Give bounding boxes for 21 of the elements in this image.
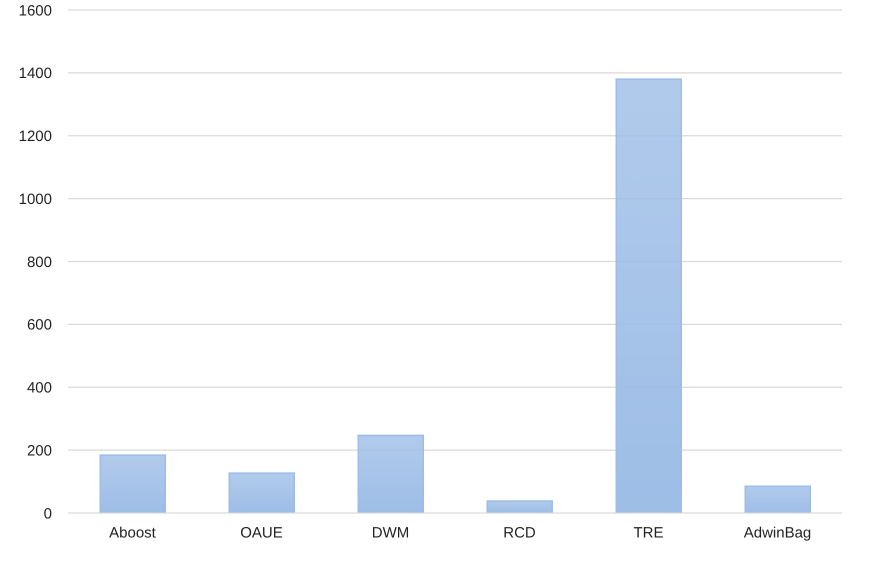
- x-tick-label: OAUE: [240, 524, 283, 542]
- y-tick-label: 800: [26, 254, 52, 271]
- bar: [616, 78, 682, 513]
- y-tick-label: 200: [26, 442, 52, 460]
- y-tick-label: 1600: [18, 2, 52, 20]
- y-tick-label: 1200: [18, 128, 52, 146]
- bar: [486, 500, 553, 513]
- x-tick-label: DWM: [372, 524, 410, 542]
- y-tick-label: 400: [26, 380, 52, 397]
- x-tick-label: TRE: [634, 524, 664, 542]
- x-tick-label: Aboost: [109, 524, 157, 542]
- bar: [358, 434, 424, 513]
- y-tick-label: 1400: [18, 65, 52, 82]
- bar: [100, 454, 166, 513]
- bar: [744, 486, 811, 513]
- x-tick-label: RCD: [503, 524, 536, 542]
- y-tick-label: 600: [26, 316, 52, 334]
- x-tick-label: AdwinBag: [744, 524, 812, 542]
- bar: [228, 472, 295, 513]
- y-tick-label: 0: [44, 505, 52, 522]
- y-tick-label: 1000: [18, 190, 52, 208]
